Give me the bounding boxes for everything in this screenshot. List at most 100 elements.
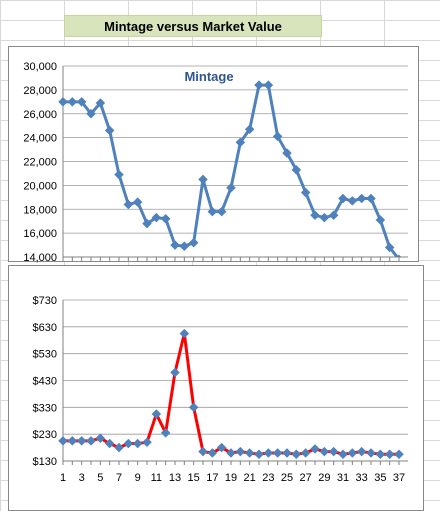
x-tick-label: 1 [60, 472, 66, 484]
series-line-segment [145, 412, 158, 444]
data-point [179, 241, 190, 252]
data-point [132, 197, 143, 207]
data-point [366, 448, 376, 458]
x-tick-label: 37 [393, 472, 405, 484]
data-point [179, 328, 190, 339]
series-line-segment [108, 128, 121, 177]
data-point [104, 125, 115, 136]
x-tick-label: 19 [225, 472, 237, 484]
data-point [282, 148, 292, 158]
x-tick-label: 17 [206, 472, 218, 484]
data-point [76, 96, 87, 107]
plot-area [58, 80, 402, 257]
data-point [226, 182, 236, 193]
data-point [244, 124, 255, 135]
x-tick-label: 25 [281, 472, 293, 484]
x-tick-label: 3 [79, 472, 85, 484]
x-tick-label: 33 [356, 472, 368, 484]
x-tick-label: 23 [262, 472, 274, 484]
series-line-segment [220, 186, 233, 214]
data-point [170, 367, 180, 378]
plot-area [58, 328, 404, 460]
data-point [291, 449, 302, 460]
data-point [272, 448, 283, 458]
sheet-title-cell[interactable]: Mintage versus Market Value [64, 15, 322, 37]
y-tick-label: 26,000 [23, 109, 57, 121]
data-point [170, 240, 180, 250]
series-line-segment [192, 405, 205, 454]
series-line-segment [248, 83, 261, 131]
data-point [151, 212, 162, 223]
mintage-chart[interactable]: 14,000 16,000 18,000 20,000 22,000 24,000 26,0… [8, 46, 419, 264]
series-line-segment [201, 177, 214, 214]
y-tick-label: 22,000 [23, 157, 57, 169]
data-point [123, 438, 134, 449]
y-tick-label: 30,000 [23, 61, 57, 73]
data-point [86, 108, 96, 119]
x-tick-label: 27 [300, 472, 312, 484]
data-point [160, 427, 171, 438]
data-point [282, 448, 292, 458]
series-line-segment [369, 197, 382, 222]
sheet-title: Mintage versus Market Value [104, 18, 282, 34]
series-line-segment [294, 168, 308, 195]
data-point [347, 196, 358, 206]
data-point [142, 218, 152, 229]
x-tick-label: 9 [135, 472, 141, 484]
data-point [347, 448, 358, 458]
series-line-segment [173, 332, 186, 374]
data-point [95, 98, 106, 108]
data-point [300, 187, 311, 198]
data-point [114, 169, 124, 180]
data-point [235, 137, 246, 148]
data-point [207, 448, 218, 458]
data-point [86, 436, 96, 446]
series-line-segment [164, 217, 177, 247]
data-point [319, 212, 330, 223]
data-point [319, 446, 330, 457]
data-point [216, 442, 227, 453]
data-point [396, 254, 402, 257]
data-point [310, 210, 320, 221]
data-point [254, 449, 264, 460]
x-tick-label: 5 [97, 472, 103, 484]
data-point [151, 409, 162, 419]
market-value-chart[interactable]: $130 $230 $330 $430 $530 $630 $730 1 3 5 7 9 11 13 15 1… [8, 265, 424, 511]
series-line-segment [98, 101, 112, 132]
data-point [160, 213, 171, 224]
data-point [310, 444, 320, 454]
data-point [291, 165, 302, 175]
data-point [114, 442, 124, 453]
y-tick-label: 24,000 [23, 133, 57, 145]
y-tick-label: $630 [33, 322, 57, 334]
data-point [235, 446, 246, 457]
data-point [67, 96, 78, 107]
data-point [375, 215, 386, 225]
x-tick-label: 31 [337, 472, 349, 484]
x-tick-label: 11 [151, 472, 162, 484]
data-point [328, 210, 339, 221]
y-tick-label: 16,000 [23, 228, 57, 240]
y-tick-label: $730 [33, 295, 57, 307]
chart-title: Mintage [184, 69, 233, 84]
data-point [366, 193, 376, 204]
data-point [216, 206, 227, 217]
data-point [188, 402, 199, 413]
data-point [338, 193, 348, 204]
data-point [123, 199, 134, 210]
data-point [142, 437, 152, 448]
data-point [198, 446, 208, 457]
series-line-segment [192, 177, 205, 245]
data-point [207, 206, 218, 217]
data-point [67, 436, 78, 446]
data-point [132, 438, 143, 449]
data-point [95, 433, 106, 444]
data-point [254, 80, 264, 90]
y-tick-label: 20,000 [23, 180, 57, 192]
y-tick-label: $530 [33, 349, 57, 361]
series-line-segment [182, 332, 196, 409]
data-point [375, 449, 386, 460]
x-tick-label: 7 [116, 472, 122, 484]
data-point [263, 80, 274, 90]
